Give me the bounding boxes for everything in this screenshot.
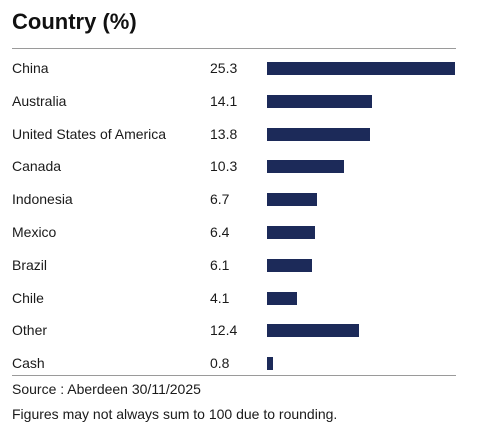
category-label: United States of America xyxy=(12,125,167,142)
category-label: Mexico xyxy=(12,224,57,240)
category-label: Canada xyxy=(12,158,62,175)
bar xyxy=(267,94,372,108)
value-label: 14.1 xyxy=(210,92,238,109)
bar xyxy=(267,291,298,305)
bar-row: United States of America 13.8 xyxy=(0,117,477,150)
bar-row: Australia 14.1 xyxy=(0,84,477,117)
category-label: Other xyxy=(12,322,48,339)
value-label: 6.4 xyxy=(210,224,230,240)
category-label: Brazil xyxy=(12,256,48,273)
value-label: 12.4 xyxy=(210,322,238,339)
value-label: 6.1 xyxy=(210,256,230,273)
rounding-note: Figures may not always sum to 100 due to… xyxy=(12,406,338,422)
bar xyxy=(267,324,360,338)
bar xyxy=(267,226,315,239)
bar-row: Other 12.4 xyxy=(0,313,477,346)
bar xyxy=(267,62,455,75)
value-label: 25.3 xyxy=(210,60,238,76)
bar-row: Cash 0.8 xyxy=(0,346,477,379)
value-label: 4.1 xyxy=(210,289,230,306)
value-label: 0.8 xyxy=(210,355,230,372)
bar-row: Canada 10.3 xyxy=(0,149,477,182)
category-label: Australia xyxy=(12,92,67,109)
bar xyxy=(267,258,313,272)
bar-row: Mexico 6.4 xyxy=(0,215,477,248)
value-label: 13.8 xyxy=(210,125,238,142)
bar-row: Indonesia 6.7 xyxy=(0,182,477,215)
bottom-divider xyxy=(12,375,456,376)
chart-title: Country (%) xyxy=(12,9,137,34)
category-label: Indonesia xyxy=(12,191,73,208)
value-label: 6.7 xyxy=(210,191,230,208)
top-divider xyxy=(12,48,456,49)
bar xyxy=(267,357,273,371)
category-label: China xyxy=(12,60,49,76)
source-note: Source : Aberdeen 30/11/2025 xyxy=(12,381,201,397)
bar xyxy=(267,193,317,207)
bar-row: China 25.3 xyxy=(0,51,477,84)
value-label: 10.3 xyxy=(210,158,238,175)
category-label: Cash xyxy=(12,355,45,372)
bar-row: Brazil 6.1 xyxy=(0,248,477,281)
bar-row: Chile 4.1 xyxy=(0,281,477,314)
bar xyxy=(267,160,344,174)
category-label: Chile xyxy=(12,289,44,306)
bar xyxy=(267,127,370,141)
